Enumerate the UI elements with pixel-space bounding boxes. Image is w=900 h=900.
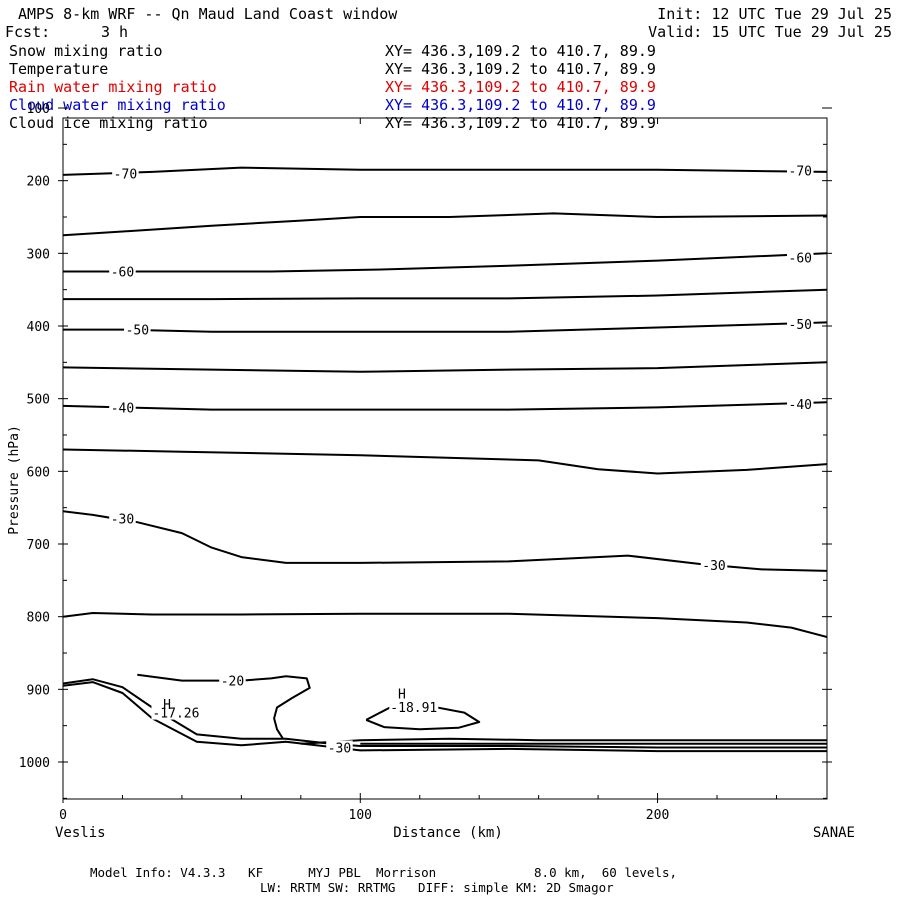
contour-lines (63, 166, 827, 753)
field-xy-range: XY= 436.3,109.2 to 410.7, 89.9 (385, 60, 656, 78)
contour-line (63, 612, 827, 638)
contour-line (63, 448, 827, 475)
y-tick-label: 1000 (19, 756, 50, 771)
contour-label: -17.26 (152, 707, 199, 722)
contour-label: -40 (111, 401, 134, 416)
y-tick-label: 400 (27, 320, 50, 335)
contour-label-bg (786, 396, 814, 411)
contour-label: -18.91 (390, 701, 437, 716)
contour-line (63, 361, 827, 373)
field-name: Snow mixing ratio (9, 42, 163, 60)
contour-label-bg (786, 250, 814, 265)
extremum-marker: H (163, 698, 171, 713)
contour-label: -20 (221, 675, 244, 690)
contour-label-bg (151, 705, 201, 720)
field-xy-range: XY= 436.3,109.2 to 410.7, 89.9 (385, 96, 656, 114)
contour-label: -30 (702, 559, 725, 574)
chart-title: AMPS 8-km WRF -- Qn Maud Land Coast wind… (18, 5, 398, 23)
x-tick-label: 0 (59, 808, 67, 823)
contour-label-bg (700, 558, 728, 573)
contour-label: -30 (111, 513, 134, 528)
contour-label-bg (112, 166, 139, 181)
contour-line (63, 166, 827, 176)
contour-line (63, 681, 827, 753)
x-axis-label: Distance (km) (393, 825, 503, 841)
x-tick-label: 200 (646, 808, 669, 823)
model-info-line2: LW: RRTM SW: RRTMG DIFF: simple KM: 2D S… (260, 880, 614, 895)
y-tick-label: 300 (27, 247, 50, 262)
contour-label-bg (124, 322, 151, 337)
contour-label-bg (109, 400, 136, 415)
contour-line (63, 212, 827, 237)
endpoint-left: Veslis (55, 825, 106, 841)
contour-label: -50 (126, 324, 149, 339)
y-tick-label: 500 (27, 393, 50, 408)
contour-label-bg (109, 264, 136, 279)
contour-label: -70 (789, 164, 812, 179)
contour-label: -30 (328, 741, 351, 756)
contour-label: -60 (789, 252, 812, 267)
extremum-marker: H (398, 688, 406, 703)
contour-label-bg (326, 740, 353, 755)
valid-time: Valid: 15 UTC Tue 29 Jul 25 (648, 23, 892, 41)
model-info-line1: Model Info: V4.3.3 KF MYJ PBL Morrison 8… (90, 865, 677, 880)
y-tick-label: 600 (27, 465, 50, 480)
contour-label-bg (786, 316, 814, 331)
y-tick-label: 900 (27, 683, 50, 698)
y-tick-label: 800 (27, 611, 50, 626)
y-tick-label: 100 (27, 102, 50, 117)
contour-label-bg (389, 699, 439, 714)
y-tick-label: 200 (27, 175, 50, 190)
forecast-label: Fcst: (5, 23, 50, 41)
contour-label-bg (109, 511, 136, 526)
x-axis-ticks: 0 100 200 (59, 118, 777, 823)
contour-line (63, 321, 827, 333)
plot-frame (62, 117, 828, 800)
contour-label: -50 (789, 318, 812, 333)
contour-label: -40 (789, 398, 812, 413)
contour-line (63, 401, 827, 411)
contour-line (63, 252, 827, 273)
y-tick-label: 700 (27, 538, 50, 553)
forecast-value: 3 h (101, 23, 128, 41)
contour-label: -60 (111, 266, 134, 281)
contour-line (63, 678, 827, 749)
y-axis-ticks: 100 200 300 400 500 600 700 800 900 1000 (19, 102, 832, 799)
field-name: Temperature (9, 60, 108, 78)
contour-line (63, 288, 827, 301)
contour-labels: -70 -70 -60 -60 -50 -50 -40 -40 -30 -30 -20 -30 -17.… (109, 163, 814, 756)
field-xy-range: XY= 436.3,109.2 to 410.7, 89.9 (385, 114, 656, 132)
field-xy-range: XY= 436.3,109.2 to 410.7, 89.9 (385, 78, 656, 96)
field-name: Cloud water mixing ratio (9, 96, 226, 114)
field-name: Rain water mixing ratio (9, 78, 217, 96)
contour-label-bg (786, 163, 814, 178)
contour-label: -70 (114, 167, 137, 182)
x-tick-label: 100 (349, 808, 372, 823)
init-time: Init: 12 UTC Tue 29 Jul 25 (657, 5, 892, 23)
endpoint-right: SANAE (813, 825, 855, 841)
y-axis-label: Pressure (hPa) (7, 425, 22, 535)
contour-label-bg (219, 673, 246, 688)
field-list: Snow mixing ratio XY= 436.3,109.2 to 410.… (9, 42, 656, 132)
field-xy-range: XY= 436.3,109.2 to 410.7, 89.9 (385, 42, 656, 60)
